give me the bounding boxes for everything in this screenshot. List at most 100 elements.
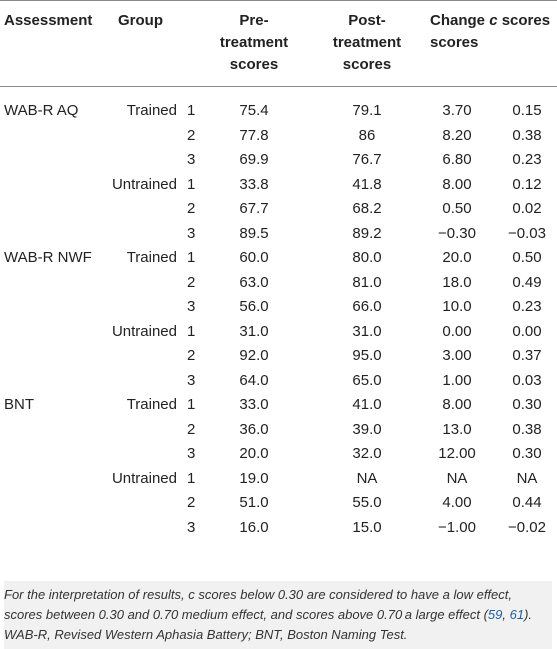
- cell-assessment: WAB-R NWF: [4, 249, 92, 266]
- cell-assessment: BNT: [4, 396, 34, 413]
- cell-post-score: 76.7: [352, 151, 382, 168]
- cell-participant: 3: [187, 225, 196, 242]
- cell-participant: 3: [187, 519, 196, 536]
- cell-post-score: 55.0: [352, 494, 382, 511]
- cell-change: 8.00: [442, 396, 472, 413]
- cell-change: −1.00: [438, 519, 476, 536]
- cell-participant: 1: [187, 470, 196, 487]
- cell-change: 8.00: [442, 176, 472, 193]
- header-pre-line3: scores: [229, 56, 279, 73]
- table-footnote: For the interpretation of results, c sco…: [4, 581, 552, 649]
- header-change-c-scores: Change c scores scores: [430, 10, 550, 54]
- cell-c-score: 0.30: [512, 445, 542, 462]
- cell-participant: 2: [187, 494, 196, 511]
- cell-c-score: −0.02: [508, 519, 546, 536]
- header-change-line2: scores: [430, 34, 479, 51]
- cell-change: 12.00: [438, 445, 476, 462]
- cell-participant: 1: [187, 249, 196, 266]
- cell-c-score: 0.38: [512, 421, 542, 438]
- cell-change: 3.00: [442, 347, 472, 364]
- header-pre-line2: treatment: [219, 34, 289, 51]
- cell-group: Untrained: [111, 176, 177, 193]
- cell-c-score: NA: [516, 470, 538, 487]
- cell-participant: 1: [187, 396, 196, 413]
- header-post-line1: Post-: [348, 12, 386, 29]
- cell-c-score: 0.12: [512, 176, 542, 193]
- header-group: Group: [118, 12, 163, 29]
- cell-change: 1.00: [442, 372, 472, 389]
- cell-pre-score: 56.0: [239, 298, 269, 315]
- header-change-label: Change: [430, 12, 486, 29]
- cell-change: 20.0: [442, 249, 472, 266]
- cell-participant: 3: [187, 151, 196, 168]
- header-post-line3: scores: [342, 56, 392, 73]
- cell-pre-score: 19.0: [239, 470, 269, 487]
- header-pre-treatment: Pre- treatment scores: [220, 10, 288, 76]
- cell-participant: 3: [187, 372, 196, 389]
- footnote-ref-61[interactable]: 61: [509, 607, 525, 622]
- cell-c-score: 0.38: [512, 127, 542, 144]
- cell-pre-score: 60.0: [239, 249, 269, 266]
- cell-c-score: 0.15: [512, 102, 542, 119]
- cell-c-score: 0.44: [512, 494, 542, 511]
- cell-post-score: NA: [356, 470, 378, 487]
- cell-change: 4.00: [442, 494, 472, 511]
- cell-participant: 2: [187, 347, 196, 364]
- cell-post-score: 86: [358, 127, 376, 144]
- cell-post-score: 31.0: [352, 323, 382, 340]
- cell-post-score: 41.8: [352, 176, 382, 193]
- cell-participant: 2: [187, 200, 196, 217]
- cell-pre-score: 77.8: [239, 127, 269, 144]
- cell-change: NA: [446, 470, 468, 487]
- cell-pre-score: 20.0: [239, 445, 269, 462]
- cell-post-score: 41.0: [352, 396, 382, 413]
- cell-post-score: 79.1: [352, 102, 382, 119]
- cell-pre-score: 36.0: [239, 421, 269, 438]
- cell-pre-score: 16.0: [239, 519, 269, 536]
- cell-c-score: 0.37: [512, 347, 542, 364]
- cell-assessment: WAB-R AQ: [4, 102, 79, 119]
- cell-participant: 3: [187, 445, 196, 462]
- cell-participant: 2: [187, 274, 196, 291]
- header-c-scores-label: scores: [501, 12, 551, 29]
- cell-post-score: 65.0: [352, 372, 382, 389]
- header-assessment: Assessment: [4, 12, 93, 29]
- header-pre-line1: Pre-: [239, 12, 269, 29]
- footnote-text-2: ). WAB-R, Revised Western Aphasia Batter…: [4, 607, 533, 642]
- cell-pre-score: 33.0: [239, 396, 269, 413]
- cell-c-score: 0.00: [512, 323, 542, 340]
- cell-pre-score: 89.5: [239, 225, 269, 242]
- cell-pre-score: 67.7: [239, 200, 269, 217]
- cell-change: 3.70: [442, 102, 472, 119]
- cell-post-score: 81.0: [352, 274, 382, 291]
- cell-change: 13.0: [442, 421, 472, 438]
- cell-post-score: 68.2: [352, 200, 382, 217]
- cell-c-score: 0.23: [512, 151, 542, 168]
- cell-post-score: 15.0: [352, 519, 382, 536]
- cell-group: Trained: [126, 396, 177, 413]
- footnote-separator: ,: [502, 607, 510, 622]
- cell-participant: 1: [187, 323, 196, 340]
- footnote-text-1: For the interpretation of results, c sco…: [4, 587, 512, 622]
- header-c-label: c: [489, 12, 498, 29]
- cell-post-score: 80.0: [352, 249, 382, 266]
- cell-c-score: 0.03: [512, 372, 542, 389]
- cell-c-score: 0.50: [512, 249, 542, 266]
- cell-participant: 2: [187, 421, 196, 438]
- cell-change: 0.00: [442, 323, 472, 340]
- cell-c-score: −0.03: [508, 225, 546, 242]
- cell-post-score: 66.0: [352, 298, 382, 315]
- cell-group: Trained: [126, 102, 177, 119]
- cell-group: Untrained: [111, 323, 177, 340]
- cell-pre-score: 31.0: [239, 323, 269, 340]
- cell-change: 6.80: [442, 151, 472, 168]
- cell-c-score: 0.49: [512, 274, 542, 291]
- cell-participant: 1: [187, 176, 196, 193]
- cell-participant: 3: [187, 298, 196, 315]
- cell-pre-score: 75.4: [239, 102, 269, 119]
- cell-change: 8.20: [442, 127, 472, 144]
- cell-c-score: 0.30: [512, 396, 542, 413]
- footnote-ref-59[interactable]: 59: [487, 607, 503, 622]
- cell-c-score: 0.02: [512, 200, 542, 217]
- cell-post-score: 32.0: [352, 445, 382, 462]
